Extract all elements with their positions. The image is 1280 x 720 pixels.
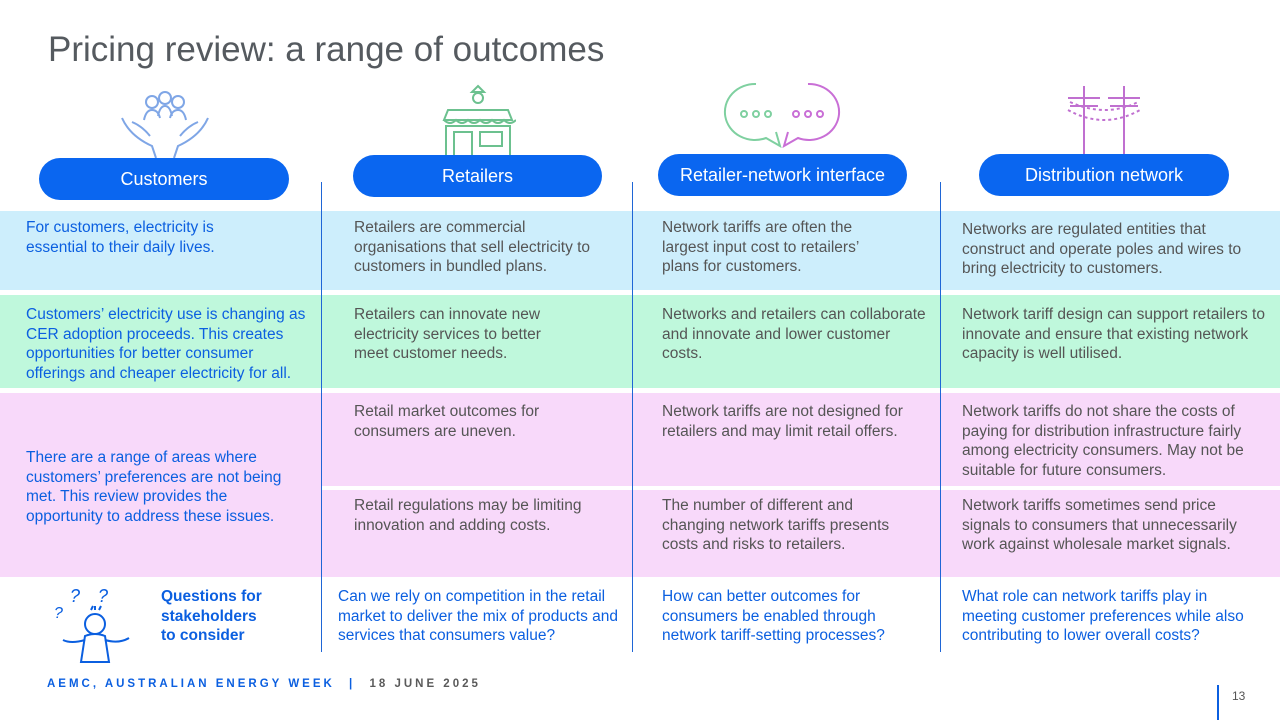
- page-number: 13: [1232, 689, 1246, 703]
- svg-text:?: ?: [98, 586, 108, 606]
- row-band-3: [0, 393, 1280, 577]
- question-retailers: Can we rely on competition in the retail…: [338, 588, 618, 644]
- cell-network-row2: Network tariff design can support retail…: [962, 306, 1265, 362]
- footer-org: AEMC, AUSTRALIAN ENERGY WEEK: [47, 678, 335, 690]
- column-header-retailer-network-interface: Retailer-network interface: [658, 154, 907, 196]
- cell-network-row3b: Network tariffs sometimes send price sig…: [962, 497, 1237, 553]
- speech-bubbles-icon: [722, 82, 842, 149]
- column-divider-3: [940, 182, 941, 652]
- cell-interface-row2: Networks and retailers can collaborate a…: [662, 306, 926, 362]
- cell-customers-row3: There are a range of areas where custome…: [26, 449, 282, 525]
- svg-text:?: ?: [54, 605, 63, 622]
- column-header-retailers: Retailers: [353, 155, 602, 197]
- question-network: What role can network tariffs play in me…: [962, 588, 1244, 644]
- column-divider-2: [632, 182, 633, 652]
- cell-interface-row3b: The number of different and changing net…: [662, 497, 890, 553]
- power-pole-icon: [1062, 82, 1146, 154]
- page-number-bar: [1217, 685, 1219, 720]
- page-title: Pricing review: a range of outcomes: [48, 30, 605, 69]
- footer: AEMC, AUSTRALIAN ENERGY WEEK | 18 JUNE 2…: [47, 678, 481, 690]
- row-divider: [321, 486, 1280, 490]
- cell-network-row1: Networks are regulated entities that con…: [962, 221, 1242, 277]
- cell-retailers-row2: Retailers can innovate new electricity s…: [354, 306, 541, 362]
- row-band-2: [0, 295, 1280, 388]
- confused-person-icon: ? ? ?: [50, 586, 136, 666]
- questions-heading: Questions for stakeholders to consider: [161, 588, 262, 644]
- footer-date: 18 JUNE 2025: [369, 678, 481, 690]
- column-divider-1: [321, 182, 322, 652]
- cell-interface-row3a: Network tariffs are not designed for ret…: [662, 403, 903, 440]
- cell-interface-row1: Network tariffs are often the largest in…: [662, 219, 859, 275]
- cell-customers-row1: For customers, electricity is essential …: [26, 219, 215, 256]
- shop-icon: [440, 82, 517, 158]
- cell-retailers-row3a: Retail market outcomes for consumers are…: [354, 403, 540, 440]
- customers-hands-icon: [118, 88, 212, 160]
- footer-separator: |: [349, 678, 356, 690]
- question-interface: How can better outcomes for consumers be…: [662, 588, 885, 644]
- cell-network-row3a: Network tariffs do not share the costs o…: [962, 403, 1244, 479]
- cell-customers-row2: Customers’ electricity use is changing a…: [26, 306, 306, 382]
- column-header-customers: Customers: [39, 158, 289, 200]
- cell-retailers-row3b: Retail regulations may be limiting innov…: [354, 497, 582, 534]
- svg-text:?: ?: [70, 586, 80, 606]
- cell-retailers-row1: Retailers are commercial organisations t…: [354, 219, 591, 275]
- row-band-1: [0, 211, 1280, 290]
- column-header-distribution-network: Distribution network: [979, 154, 1229, 196]
